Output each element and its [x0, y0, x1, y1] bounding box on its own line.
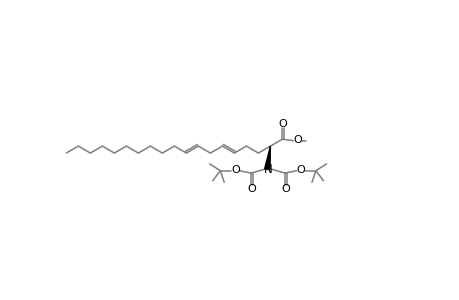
Text: O: O: [296, 165, 304, 175]
Text: O: O: [281, 184, 290, 194]
Text: O: O: [292, 135, 301, 145]
Text: O: O: [230, 165, 239, 175]
Polygon shape: [264, 146, 270, 169]
Text: N: N: [263, 163, 272, 176]
Text: O: O: [278, 119, 287, 129]
Text: O: O: [247, 184, 256, 194]
